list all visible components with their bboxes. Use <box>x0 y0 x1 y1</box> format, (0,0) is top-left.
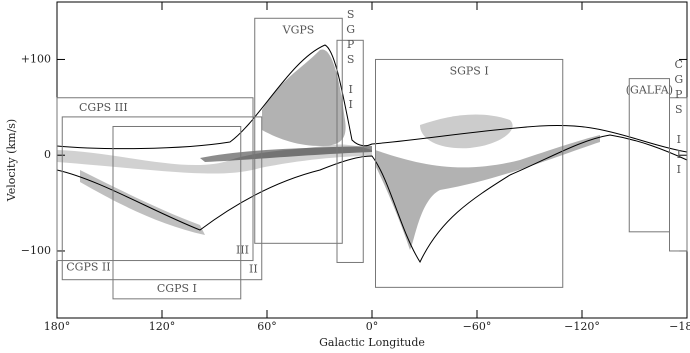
emission <box>57 49 600 250</box>
region-label: CGPS II <box>66 261 110 274</box>
survey-region <box>112 125 242 300</box>
survey-region <box>669 97 688 252</box>
x-tick-label: 0° <box>366 320 379 333</box>
survey-region <box>254 17 343 244</box>
y-tick-label: −100 <box>21 244 51 257</box>
region-label: CGPS I <box>157 282 197 295</box>
x-tick-label: −120° <box>564 320 600 333</box>
region-label: (GALFA) <box>626 84 673 97</box>
survey-region <box>336 39 364 263</box>
plot-frame <box>56 1 688 319</box>
x-axis-label: Galactic Longitude <box>319 336 425 349</box>
y-tick-label: 0 <box>44 148 51 161</box>
region-suffix: III <box>236 244 249 257</box>
region-label: SGPS II <box>344 8 357 113</box>
region-label: CGPS III <box>79 101 128 114</box>
region-label: SGPS I <box>450 64 489 77</box>
contours <box>56 44 688 264</box>
survey-region <box>628 78 670 233</box>
region-label: VGPS <box>282 23 315 36</box>
survey-region <box>56 97 254 262</box>
region-label: CGPS III <box>672 58 685 178</box>
y-axis-label: Velocity (km/s) <box>5 119 18 202</box>
survey-region <box>375 58 564 288</box>
x-tick-label: −60° <box>463 320 492 333</box>
x-tick-label: −180° <box>669 320 690 333</box>
survey-region <box>61 116 263 281</box>
x-tick-label: 60° <box>257 320 277 333</box>
x-tick-label: 180° <box>44 320 71 333</box>
x-tick-label: 120° <box>149 320 176 333</box>
region-suffix: II <box>249 263 258 276</box>
y-tick-label: +100 <box>21 52 51 65</box>
